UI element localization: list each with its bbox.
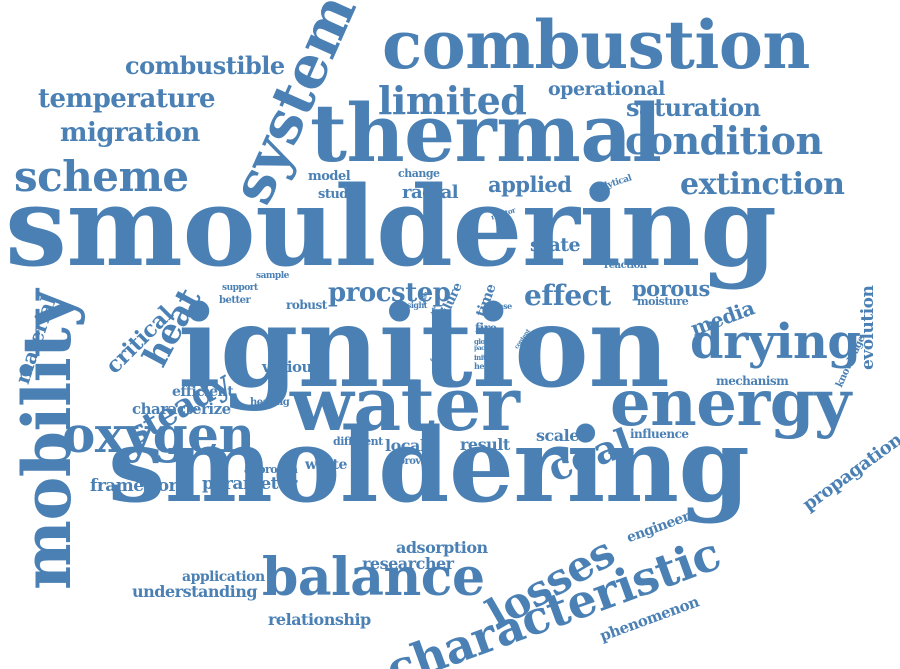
word-saturation: saturation (626, 93, 761, 122)
word-study: study (318, 187, 355, 202)
word-extinction: extinction (680, 167, 845, 202)
word-characterize: characterize (132, 400, 231, 418)
word-model: model (308, 169, 351, 184)
word-radial: radial (402, 182, 459, 203)
word-initial: initial (474, 353, 495, 362)
word-drying: drying (690, 314, 861, 370)
word-combustible: combustible (125, 51, 285, 80)
word-temperature: temperature (38, 84, 215, 114)
word-state: state (530, 234, 581, 256)
word-change: change (398, 167, 440, 180)
word-result: result (460, 435, 510, 454)
word-mechanism: mechanism (716, 374, 789, 388)
word-balance: balance (262, 547, 485, 608)
word-fire: fire (475, 321, 497, 335)
word-energy: energy (610, 366, 851, 441)
word-procstep: procstep (328, 278, 451, 308)
word-adsorption: adsorption (396, 538, 488, 557)
word-reaction: reaction (604, 260, 647, 271)
word-provide: provide (398, 456, 437, 467)
word-effect: effect (524, 279, 611, 312)
word-support: support (222, 283, 258, 293)
word-local: local (385, 436, 426, 455)
word-thermal: thermal (310, 86, 662, 180)
word-robust: robust (286, 298, 327, 312)
word-approach: approach (244, 463, 298, 476)
word-propagation: propagation (798, 429, 900, 516)
word-waste: waste (305, 457, 347, 473)
word-researcher: researcher (362, 554, 454, 573)
word-limited: limited (378, 78, 527, 123)
word-smoldering: smoldering (108, 406, 750, 526)
word-different: different (333, 435, 383, 448)
word-better: better (219, 295, 251, 306)
word-zone: zone (432, 347, 446, 354)
word-evolution: evolution (858, 285, 878, 370)
word-heating: heating (250, 397, 290, 408)
word-porous: porous (632, 276, 710, 301)
word-scheme: scheme (14, 152, 189, 201)
word-parameter: parameter (202, 474, 297, 494)
word-framework: framework (90, 476, 189, 496)
word-moisture: moisture (637, 295, 689, 308)
word-smouldering: smouldering (5, 162, 777, 291)
word-phase: phase (488, 301, 512, 311)
word-condition: condition (625, 118, 823, 163)
word-sample: sample (256, 271, 289, 281)
word-understanding: understanding (132, 582, 258, 601)
word-various: various (262, 358, 320, 376)
word-oxygen: oxygen (62, 405, 255, 464)
word-water: water (290, 362, 520, 448)
word-efficient: efficient (172, 384, 234, 400)
word-height: height (474, 361, 501, 371)
word-work: work (432, 339, 447, 346)
word-pack: pack (474, 345, 488, 352)
word-ignition: ignition (178, 282, 670, 413)
word-migration: migration (60, 118, 200, 148)
word-scale: scale (536, 426, 579, 445)
word-global: global (474, 337, 496, 346)
word-combustion: combustion (382, 6, 810, 84)
word-influence: influence (630, 427, 689, 441)
word-relationship: relationship (268, 610, 371, 629)
word-insight: insight (399, 300, 428, 310)
word-applied: applied (488, 172, 572, 197)
word-application: application (182, 569, 265, 585)
word-operational: operational (548, 78, 665, 100)
